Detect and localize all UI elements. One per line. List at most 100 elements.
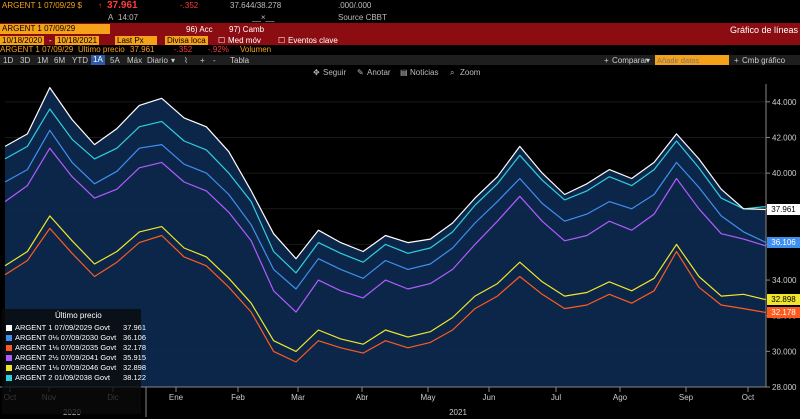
price-tag: 32.178 [767,307,800,319]
legend-row: ARGENT 0⅛ 07/09/2030 Govt 36.106 [6,333,146,342]
med-mov-label: Med móv [228,36,261,45]
range-1m[interactable]: 1M [37,56,49,65]
add-icon[interactable]: + [200,56,205,65]
range-5a[interactable]: 5A [110,56,120,65]
period-dropdown-icon[interactable]: ▾ [171,56,176,65]
series-line [4,215,767,352]
follow-button[interactable]: Seguir [323,68,347,77]
add-data-input[interactable] [655,55,729,65]
y-tick-label: 42.000 [772,133,797,142]
news-icon[interactable]: ▤ [400,68,408,77]
bid-ask: 37.644/38.278 [230,1,282,10]
y-tick-label: 28.000 [772,383,797,392]
series-line [4,227,767,363]
currency-select[interactable]: Divisa loca [165,36,208,45]
zoom-button[interactable]: Zoom [460,68,481,77]
x-tick-label: Feb [231,393,245,402]
quote-source: Source CBBT [338,13,387,22]
y-tick-label: 30.000 [772,347,797,356]
x-tick-label: Jul [551,393,561,402]
series-price: 37.961 [130,45,155,54]
label-a: A [108,13,114,22]
range-ytd[interactable]: YTD [72,56,88,65]
camb-button[interactable]: 97) Camb [229,25,265,34]
legend-swatch [6,334,12,341]
legend-series-name: ARGENT 1 07/09/2029 Govt [15,323,110,332]
quote-ticker[interactable]: ARGENT 1 07/09/29 $ [2,1,82,10]
quote-time: 14:07 [118,13,139,22]
series-line [4,129,767,290]
period-select[interactable]: Diario [147,56,168,65]
acc-button[interactable]: 96) Acc [186,25,213,34]
annotate-button[interactable]: Anotar [367,68,391,77]
range-1d[interactable]: 1D [3,56,14,65]
legend-series-name: ARGENT 2 01/09/2038 Govt [15,373,110,382]
legend-swatch [6,364,12,371]
range-max[interactable]: Máx [127,56,143,65]
series-pct: -.92% [208,45,229,54]
compare-button[interactable]: Comparar [612,56,648,65]
zoom-icon[interactable]: ⌕ [450,68,455,77]
range-1a[interactable]: 1A [91,55,105,65]
series-line [4,87,767,260]
line-style-icon[interactable]: ⌇ [184,56,188,65]
legend-series-value: 36.106 [123,333,146,342]
series-security: ARGENT 1 07/09/29 [0,45,74,54]
start-date-field[interactable]: 10/18/2020 [0,36,45,45]
news-button[interactable]: Noticias [410,68,439,77]
quote-price: 37.961 [107,0,138,11]
chart-settings-plus-icon[interactable]: + [734,56,739,65]
minus-icon[interactable]: - [213,56,216,65]
quote-separator: __×__ [252,13,275,22]
events-checkbox[interactable]: ☐ [278,36,286,45]
legend-swatch [6,344,12,351]
x-tick-label: Ago [613,393,628,402]
price-tag: 32.898 [767,294,800,306]
legend-series-value: 37.961 [123,323,146,332]
legend-series-name: ARGENT 1⅛ 07/09/2046 Govt [15,363,117,372]
security-field[interactable]: ARGENT 1 07/09/29 [0,24,110,34]
date-separator: - [49,36,52,45]
legend-series-name: ARGENT 0⅛ 07/09/2030 Govt [15,333,117,342]
price-tag: 36.106 [767,237,800,249]
range-6m[interactable]: 6M [54,56,66,65]
annotate-icon[interactable]: ✎ [357,68,364,77]
quote-change: -.352 [180,1,199,10]
params-bar: 10/18/2020 - 10/18/2021 Last Px Divisa l… [0,36,800,45]
series-label: Último precio [78,45,125,54]
legend-series-value: 38.122 [123,373,146,382]
legend-series-value: 32.898 [123,363,146,372]
table-button[interactable]: Tabla [230,56,250,65]
y-tick-label: 44.000 [772,98,797,107]
y-tick-label: 34.000 [772,276,797,285]
x-tick-label: Ene [169,393,184,402]
down-arrow-icon: ↑ [98,1,102,10]
x-tick-label: Sep [679,393,694,402]
chart-tools-bar: ✥ Seguir ✎ Anotar ▤ Noticias ⌕ Zoom [0,66,800,78]
end-date-field[interactable]: 10/18/2021 [55,36,100,45]
x-tick-label: Mar [291,393,305,402]
chart-lines [4,87,767,363]
legend-series-name: ARGENT 2½ 07/09/2041 Govt [15,353,117,362]
y-tick-label: 40.000 [772,169,797,178]
x-tick-label: Oct [742,393,755,402]
legend-row: ARGENT 1⅛ 07/09/2035 Govt 32.178 [6,343,146,352]
chart-area-fill [5,87,766,387]
field-select[interactable]: Last Px [115,36,157,45]
price-tag: 37.961 [767,203,800,215]
range-3d[interactable]: 3D [20,56,31,65]
volume-label: Volumen [240,45,272,54]
quote-bar: ARGENT 1 07/09/29 $ ↑ 37.961 -.352 37.64… [0,0,800,12]
series-header: ARGENT 1 07/09/29 Último precio 37.961 -… [0,45,800,54]
med-mov-checkbox[interactable]: ☐ [218,36,226,45]
legend-row: ARGENT 1 07/09/2029 Govt 37.961 [6,323,146,332]
legend-row: ARGENT 1⅛ 07/09/2046 Govt 32.898 [6,363,146,372]
compare-plus-icon[interactable]: + [604,56,609,65]
series-change: -.352 [174,45,193,54]
x-tick-label: May [420,393,435,402]
chart-settings-button[interactable]: Cmb gráfico [742,56,786,65]
legend-swatch [6,324,12,331]
compare-dropdown-icon[interactable]: ▾ [646,56,651,65]
follow-icon[interactable]: ✥ [313,68,320,77]
legend-series-name: ARGENT 1⅛ 07/09/2035 Govt [15,343,117,352]
